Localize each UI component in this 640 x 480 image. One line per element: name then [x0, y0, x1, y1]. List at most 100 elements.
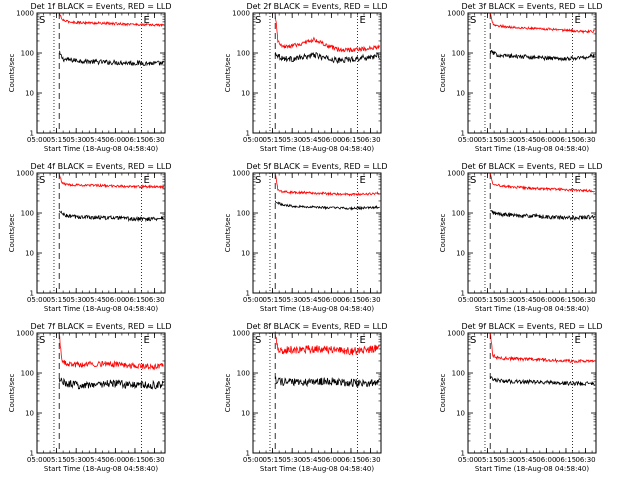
plot-frame — [252, 332, 382, 454]
events-series-line — [58, 50, 164, 67]
x-tick-label: 05:30 — [66, 136, 86, 144]
panel-title: Det 6f BLACK = Events, RED = LLD — [461, 162, 602, 171]
x-tick-label: 06:30 — [575, 296, 595, 304]
x-tick-label: 05:30 — [66, 296, 86, 304]
start-marker-label: S — [39, 335, 45, 346]
end-marker-label: E — [574, 335, 580, 346]
y-tick-label: 100 — [21, 50, 34, 58]
x-tick-label: 05:45 — [302, 136, 322, 144]
lld-series-line — [274, 331, 380, 356]
detector-panel: Det 4f BLACK = Events, RED = LLD Counts/s… — [8, 162, 172, 313]
panel-title: Det 3f BLACK = Events, RED = LLD — [461, 2, 602, 11]
events-series-line — [489, 376, 595, 387]
detector-panel: Det 8f BLACK = Events, RED = LLD Counts/s… — [224, 322, 388, 473]
plot-frame — [36, 332, 166, 454]
lld-series-line — [489, 12, 595, 35]
x-tick-label: 05:15 — [262, 456, 282, 464]
x-tick-label: 05:30 — [282, 456, 302, 464]
x-tick-label: 06:15 — [556, 136, 576, 144]
y-tick-label: 100 — [237, 370, 250, 378]
end-marker-label: E — [143, 15, 149, 26]
x-tick-label: 06:30 — [575, 136, 595, 144]
y-tick-label: 1 — [30, 130, 34, 138]
lld-series-line — [58, 12, 164, 28]
end-marker-label: E — [143, 175, 149, 186]
end-marker-label: E — [574, 175, 580, 186]
x-axis-label: Start Time (18-Aug-08 04:58:40) — [44, 305, 158, 313]
y-tick-label: 10 — [456, 90, 465, 98]
x-tick-label: 06:00 — [536, 296, 556, 304]
x-tick-label: 05:45 — [302, 456, 322, 464]
y-tick-label: 1000 — [232, 170, 250, 178]
x-tick-label: 06:00 — [105, 136, 125, 144]
start-marker-label: S — [39, 15, 45, 26]
y-tick-label: 1000 — [16, 170, 34, 178]
events-series-line — [58, 210, 164, 223]
y-axis-label: Counts/sec — [8, 214, 16, 253]
y-tick-label: 10 — [25, 250, 34, 258]
y-tick-label: 1 — [246, 290, 250, 298]
y-tick-label: 1 — [461, 290, 465, 298]
x-tick-label: 06:30 — [360, 456, 380, 464]
events-series-line — [274, 376, 381, 388]
y-tick-label: 1 — [246, 130, 250, 138]
x-tick-label: 06:15 — [341, 456, 361, 464]
x-tick-label: 05:15 — [477, 136, 497, 144]
x-tick-label: 06:00 — [105, 296, 125, 304]
x-tick-label: 06:30 — [360, 136, 380, 144]
y-tick-label: 100 — [237, 210, 250, 218]
x-tick-label: 06:15 — [556, 296, 576, 304]
y-tick-label: 1 — [461, 450, 465, 458]
y-tick-label: 1 — [246, 450, 250, 458]
lld-series-line — [58, 332, 164, 371]
x-tick-label: 05:30 — [282, 136, 302, 144]
panel-title: Det 4f BLACK = Events, RED = LLD — [30, 162, 171, 171]
detector-panel: Det 5f BLACK = Events, RED = LLD Counts/s… — [224, 162, 388, 313]
x-tick-label: 05:30 — [66, 456, 86, 464]
y-tick-label: 100 — [21, 370, 34, 378]
x-tick-label: 05:00 — [458, 136, 478, 144]
start-marker-label: S — [470, 175, 476, 186]
x-tick-label: 05:15 — [477, 456, 497, 464]
x-tick-label: 05:30 — [497, 296, 517, 304]
x-tick-label: 05:15 — [262, 136, 282, 144]
y-axis-label: Counts/sec — [224, 374, 232, 413]
y-tick-label: 10 — [241, 410, 250, 418]
x-tick-label: 05:15 — [46, 136, 66, 144]
y-tick-label: 100 — [237, 50, 250, 58]
detector-panel: Det 6f BLACK = Events, RED = LLD Counts/s… — [439, 162, 603, 313]
lld-series-line — [489, 332, 595, 364]
x-tick-label: 06:30 — [144, 296, 164, 304]
x-axis-label: Start Time (18-Aug-08 04:58:40) — [44, 145, 158, 153]
lld-series-line — [274, 12, 381, 53]
x-tick-label: 05:15 — [46, 296, 66, 304]
x-tick-label: 05:00 — [243, 456, 263, 464]
lld-series-line — [274, 172, 380, 197]
x-axis-label: Start Time (18-Aug-08 04:58:40) — [260, 305, 374, 313]
end-marker-label: E — [143, 335, 149, 346]
y-axis-label: Counts/sec — [8, 54, 16, 93]
x-tick-label: 06:00 — [321, 136, 341, 144]
y-tick-label: 1000 — [16, 330, 34, 338]
plot-frame — [252, 172, 382, 294]
y-axis-label: Counts/sec — [439, 374, 447, 413]
plot-frame — [252, 12, 382, 134]
events-series-line — [274, 52, 380, 65]
x-tick-label: 06:30 — [144, 456, 164, 464]
y-tick-label: 10 — [241, 90, 250, 98]
y-tick-label: 10 — [456, 250, 465, 258]
detector-panel: Det 3f BLACK = Events, RED = LLD Counts/s… — [439, 2, 603, 153]
x-tick-label: 05:00 — [27, 456, 47, 464]
events-series-line — [489, 49, 595, 62]
events-series-line — [490, 210, 595, 221]
detector-panel: Det 2f BLACK = Events, RED = LLD Counts/s… — [224, 2, 388, 153]
y-axis-label: Counts/sec — [439, 214, 447, 253]
events-series-line — [274, 200, 380, 211]
panel-title: Det 5f BLACK = Events, RED = LLD — [246, 162, 387, 171]
x-tick-label: 05:00 — [27, 136, 47, 144]
x-tick-label: 05:00 — [243, 296, 263, 304]
panel-title: Det 2f BLACK = Events, RED = LLD — [246, 2, 387, 11]
y-tick-label: 1000 — [447, 10, 465, 18]
x-axis-label: Start Time (18-Aug-08 04:58:40) — [475, 145, 589, 153]
end-marker-label: E — [359, 335, 365, 346]
